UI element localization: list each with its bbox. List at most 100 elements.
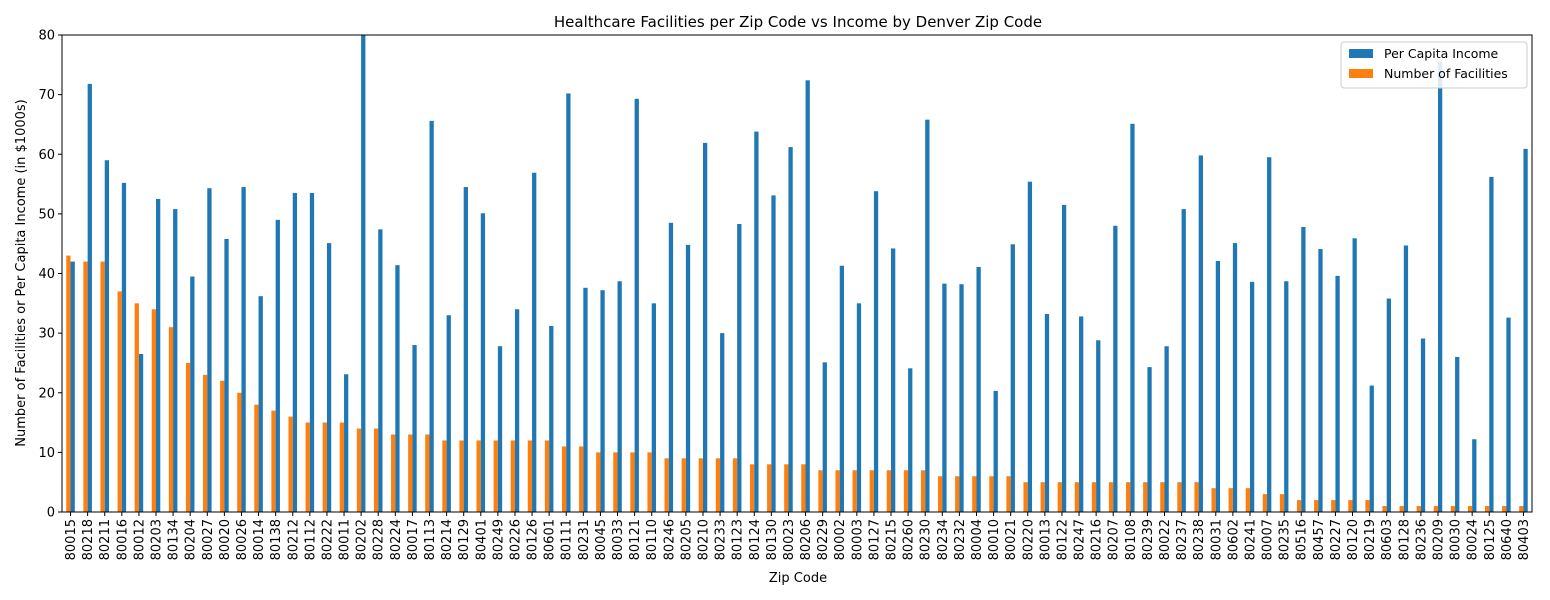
bar-facilities [852, 470, 857, 512]
bar-facilities [1416, 506, 1421, 512]
x-tick-label: 80110 [645, 519, 660, 560]
bar-facilities [955, 476, 960, 512]
bar-facilities [493, 440, 498, 512]
x-tick-label: 80215 [885, 519, 900, 560]
legend-label: Per Capita Income [1384, 46, 1499, 61]
x-tick-label: 80224 [389, 519, 404, 560]
bar-income [1437, 61, 1443, 513]
bar-income [1386, 298, 1391, 512]
bar-income [925, 119, 930, 512]
y-tick-label: 70 [38, 88, 55, 103]
y-tick-label: 0 [47, 506, 55, 521]
bar-facilities [117, 291, 122, 512]
bar-facilities [322, 422, 327, 512]
x-tick-label: 80126 [526, 519, 541, 560]
bar-facilities [1296, 500, 1302, 512]
x-tick-label: 80236 [1414, 519, 1429, 560]
x-tick-label: 80403 [1517, 519, 1532, 560]
x-tick-label: 80249 [491, 519, 506, 560]
bar-income [1181, 209, 1186, 513]
bar-facilities [1279, 494, 1285, 512]
bar-facilities [1126, 482, 1131, 512]
bar-facilities [203, 374, 208, 512]
x-tick-label: 80026 [235, 519, 250, 560]
bar-facilities [1382, 506, 1387, 512]
x-tick-label: 80601 [543, 519, 558, 560]
x-axis-title: Zip Code [769, 571, 827, 586]
x-tick-label: 80007 [1261, 519, 1276, 560]
x-tick-label: 80121 [628, 519, 643, 560]
bar-facilities [66, 255, 71, 513]
bar-income [480, 213, 486, 512]
bar-income [1010, 244, 1015, 512]
bar-income [1267, 157, 1272, 512]
x-tick-label: 80202 [355, 519, 370, 560]
x-tick-label: 80222 [320, 519, 335, 560]
bar-income [87, 83, 92, 512]
y-axis-title: Number of Facilities or Per Capita Incom… [14, 99, 29, 446]
y-tick-label: 30 [38, 327, 55, 342]
bar-facilities [459, 440, 464, 512]
bar-income [993, 390, 998, 512]
bar-facilities [972, 476, 977, 512]
x-tick-label: 80138 [269, 519, 284, 560]
bar-income [1284, 281, 1289, 512]
bar-income [566, 93, 571, 513]
x-tick-label: 80033 [611, 519, 626, 560]
bar-income [1335, 275, 1340, 512]
x-tick-label: 80021 [1004, 519, 1019, 560]
bar-facilities [1228, 488, 1233, 512]
legend-box [1340, 41, 1528, 89]
x-tick-label: 80205 [679, 519, 694, 560]
bar-income [600, 290, 605, 512]
bar-facilities [1177, 482, 1182, 512]
bar-facilities [442, 440, 447, 512]
x-tick-label: 80603 [1380, 519, 1395, 560]
bar-income [754, 131, 759, 512]
bar-income [207, 188, 212, 512]
bar-facilities [767, 464, 772, 512]
x-tick-label: 80247 [1073, 519, 1088, 560]
bar-facilities [1348, 500, 1353, 512]
x-tick-label: 80023 [782, 519, 797, 560]
x-tick-label: 80227 [1329, 519, 1344, 560]
bar-income [173, 209, 178, 513]
bar-facilities [1245, 488, 1250, 512]
bar-income [1130, 123, 1135, 512]
bar-facilities [647, 452, 652, 512]
bar-facilities [1143, 482, 1148, 512]
legend: Per Capita Income Number of Facilities [1340, 41, 1528, 89]
bar-facilities [579, 446, 584, 512]
bar-income [634, 98, 639, 512]
bar-facilities [1262, 494, 1268, 512]
bar-income [1472, 439, 1477, 512]
bar-income [1523, 148, 1528, 513]
bars [66, 35, 1528, 513]
bar-income [873, 191, 879, 512]
bar-facilities [151, 309, 157, 512]
bar-facilities [373, 428, 379, 512]
x-tick-label: 80024 [1466, 519, 1481, 560]
bar-facilities [356, 428, 362, 512]
x-tick-label: 80401 [474, 519, 489, 560]
bar-facilities [237, 392, 242, 512]
x-tick-label: 80235 [1278, 519, 1293, 560]
bar-facilities [1399, 506, 1404, 512]
x-tick-label: 80237 [1175, 519, 1190, 560]
bar-income [190, 276, 195, 512]
x-tick-label: 80017 [406, 519, 421, 560]
bar-income [805, 80, 810, 512]
bar-facilities [288, 416, 293, 512]
bar-income [309, 193, 315, 512]
bar-income [1506, 317, 1511, 512]
y-tick-label: 10 [38, 446, 55, 461]
bar-facilities [1484, 506, 1490, 512]
x-tick-label: 80016 [115, 519, 130, 560]
x-tick-label: 80212 [286, 519, 301, 560]
y-tick-label: 80 [38, 29, 55, 44]
x-tick-label: 80602 [1226, 519, 1241, 560]
bar-income [685, 244, 691, 512]
x-tick-label: 80027 [201, 519, 216, 560]
bar-income [326, 243, 332, 512]
